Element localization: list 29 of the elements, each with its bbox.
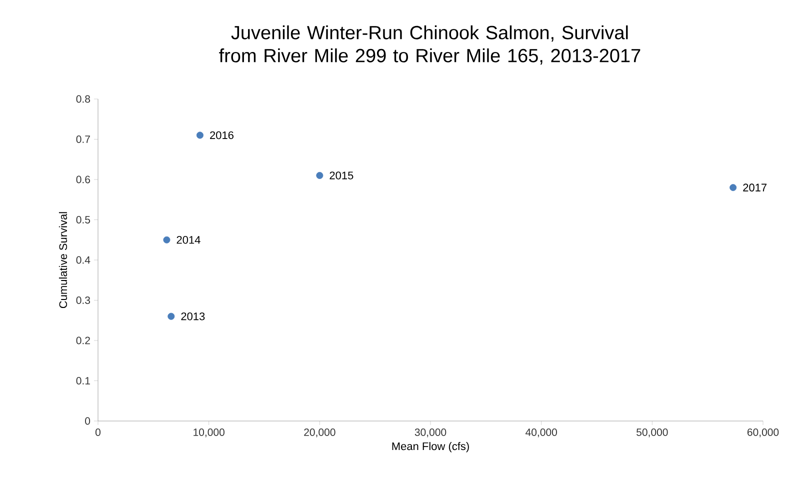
x-tick-label: 30,000 xyxy=(414,428,446,438)
x-tick-label: 20,000 xyxy=(304,428,336,438)
point xyxy=(730,184,737,192)
annotation: 2013 xyxy=(181,312,205,320)
annotation: 2014 xyxy=(176,236,200,244)
y-tick-label: 0.7 xyxy=(76,136,90,143)
y-tick-label: 0.6 xyxy=(76,176,90,184)
y-tick-label: 0.3 xyxy=(76,296,90,304)
x-tick-label: 10,000 xyxy=(194,428,224,438)
point xyxy=(196,132,204,139)
y-tick-label: 0.2 xyxy=(76,336,90,344)
annotation: 2017 xyxy=(743,184,767,192)
point xyxy=(316,172,324,179)
chart-title: Juvenile Winter-Run Chinook Salmon, Survival from River Mile 299 to River Mile 165, 2013-2017 xyxy=(219,25,640,65)
annotation: 2016 xyxy=(210,131,234,140)
x-axis-title: Mean Flow (cfs) xyxy=(392,442,469,452)
annotation: 2015 xyxy=(330,172,354,180)
y-tick-label: 0 xyxy=(85,417,90,425)
x-tick-label: 50,000 xyxy=(636,428,668,438)
x-tick-label: 60,000 xyxy=(747,428,779,438)
y-tick-label: 0.8 xyxy=(76,95,90,103)
x-tick-label: 40,000 xyxy=(526,428,557,438)
y-tick-label: 0.4 xyxy=(76,256,90,264)
x-tick-label: 0 xyxy=(95,428,101,436)
point xyxy=(163,236,170,244)
point xyxy=(168,312,175,320)
y-tick-label: 0.1 xyxy=(76,377,90,384)
y-axis-title: Cumulative Survival xyxy=(58,212,68,308)
y-tick-label: 0.5 xyxy=(76,216,90,224)
